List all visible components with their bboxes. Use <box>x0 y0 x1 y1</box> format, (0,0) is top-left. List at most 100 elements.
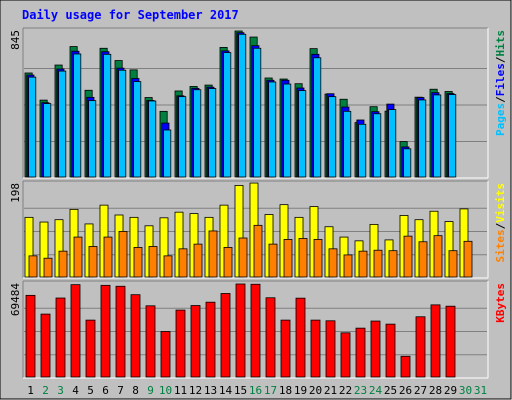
x-axis-day-labels: 1 2 3 4 5 6 7 8 9 10 11 12 13 14 15 16 17 18 19 20 21 22 23 24 2… <box>27 384 487 397</box>
legend-separator: / <box>494 56 507 63</box>
x-tick-label: 15 <box>234 384 247 397</box>
bar-pages <box>268 81 277 178</box>
bar-sites <box>313 239 323 278</box>
x-tick-label: 27 <box>414 384 427 397</box>
legend-visits: Visits <box>494 183 507 223</box>
x-tick-label: 29 <box>444 384 457 397</box>
x-tick-label: 9 <box>147 384 154 397</box>
legend-sites: Sites <box>494 229 507 262</box>
bar-sites <box>433 235 443 278</box>
bar-pages <box>448 94 457 178</box>
visits-sites-panel <box>22 180 489 279</box>
x-tick-label: 26 <box>399 384 412 397</box>
bar-kbytes <box>430 304 441 378</box>
bar-sites <box>73 236 83 278</box>
bar-pages <box>88 100 97 178</box>
x-tick-label: 19 <box>294 384 307 397</box>
bar-kbytes <box>190 305 201 378</box>
x-tick-label: 8 <box>132 384 139 397</box>
bar-kbytes <box>415 316 426 378</box>
bar-kbytes <box>340 332 351 378</box>
bar-pages <box>223 52 232 178</box>
legend-sites-visits: Sites/Visits <box>494 183 507 263</box>
bar-sites <box>283 239 293 278</box>
bar-kbytes <box>160 331 171 378</box>
x-tick-label: 7 <box>117 384 124 397</box>
bar-sites <box>463 240 473 278</box>
bar-sites <box>28 255 38 278</box>
x-tick-label: 12 <box>189 384 202 397</box>
x-tick-label: 17 <box>264 384 277 397</box>
bar-kbytes <box>235 283 246 378</box>
bar-sites <box>133 247 143 278</box>
x-tick-label: 24 <box>369 384 383 397</box>
x-tick-label: 20 <box>309 384 322 397</box>
bar-kbytes <box>325 320 336 378</box>
x-tick-label: 11 <box>174 384 187 397</box>
x-tick-label: 1 <box>27 384 34 397</box>
legend-pages-files-hits: Pages/Files/Hits <box>494 30 507 136</box>
bar-sites <box>208 230 218 278</box>
x-tick-label: 23 <box>354 384 367 397</box>
bar-sites <box>358 250 368 278</box>
bar-sites <box>193 243 203 278</box>
bar-sites <box>88 246 98 278</box>
legend-hits: Hits <box>494 30 507 57</box>
legend-kbytes: KBytes <box>494 283 507 323</box>
x-tick-label: 25 <box>384 384 397 397</box>
bar-kbytes <box>250 283 261 378</box>
bar-sites <box>148 246 158 278</box>
x-tick-label: 6 <box>102 384 109 397</box>
bar-sites <box>328 248 338 278</box>
bar-kbytes <box>130 294 141 378</box>
bar-kbytes <box>295 297 306 378</box>
bar-kbytes <box>55 297 66 378</box>
bar-sites <box>403 235 413 278</box>
bar-kbytes <box>400 355 411 378</box>
x-tick-label: 10 <box>159 384 172 397</box>
x-tick-label: 30 <box>459 384 472 397</box>
bar-kbytes <box>115 285 126 378</box>
bar-pages <box>118 69 127 178</box>
bar-sites <box>58 250 68 278</box>
x-tick-label: 28 <box>429 384 442 397</box>
bar-sites <box>388 250 398 278</box>
bar-kbytes <box>205 301 216 378</box>
x-tick-label: 21 <box>324 384 337 397</box>
bar-kbytes <box>385 323 396 378</box>
bar-pages <box>43 103 52 178</box>
bar-pages <box>328 96 337 178</box>
bar-kbytes <box>355 327 366 378</box>
bar-kbytes <box>70 284 81 378</box>
x-tick-label: 4 <box>72 384 79 397</box>
x-tick-label: 31 <box>474 384 487 397</box>
bar-sites <box>178 248 188 278</box>
bar-pages <box>343 110 352 178</box>
bar-kbytes <box>445 305 456 378</box>
bar-pages <box>283 83 292 178</box>
bar-pages <box>178 96 187 178</box>
x-tick-label: 14 <box>219 384 233 397</box>
y-max-label-visits: 198 <box>9 183 22 203</box>
bar-pages <box>313 57 322 178</box>
bar-sites <box>298 238 308 278</box>
legend-separator: / <box>494 96 507 103</box>
bar-pages <box>28 76 37 178</box>
bar-sites <box>118 231 128 278</box>
hits-files-pages-panel <box>22 27 489 179</box>
bar-pages <box>298 90 307 178</box>
bar-kbytes <box>40 313 51 378</box>
bar-pages <box>103 53 112 178</box>
bar-kbytes <box>265 297 276 378</box>
kbytes-panel <box>22 280 489 379</box>
bar-pages <box>238 33 247 178</box>
bar-pages <box>433 94 442 178</box>
bar-kbytes <box>370 320 381 378</box>
bar-sites <box>268 243 278 278</box>
x-tick-label: 13 <box>204 384 217 397</box>
x-tick-label: 2 <box>42 384 49 397</box>
chart-title: Daily usage for September 2017 <box>22 8 239 22</box>
bar-sites <box>43 257 53 278</box>
bar-pages <box>163 129 172 178</box>
